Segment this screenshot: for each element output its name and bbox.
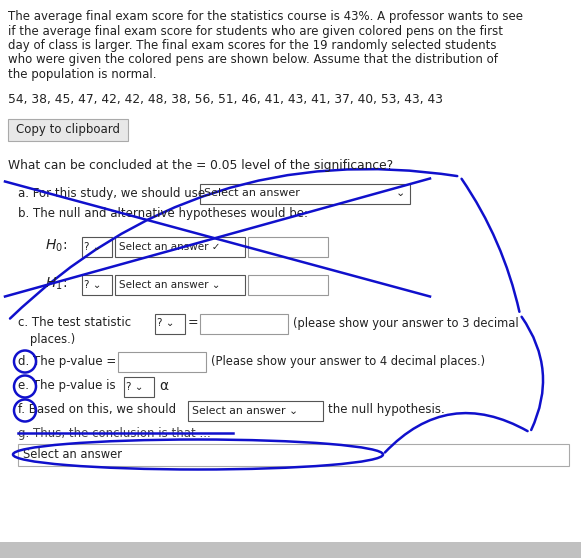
- Bar: [115, 237, 245, 257]
- Text: who were given the colored pens are shown below. Assume that the distribution of: who were given the colored pens are show…: [8, 54, 498, 66]
- Text: Select an answer ⌄: Select an answer ⌄: [192, 406, 298, 416]
- Text: =: =: [188, 316, 199, 330]
- Bar: [0, 542, 581, 558]
- Bar: [248, 275, 328, 295]
- Bar: [118, 352, 206, 372]
- Bar: [82, 237, 112, 257]
- Text: d. The p-value =: d. The p-value =: [18, 354, 116, 368]
- Text: Select an answer ✓: Select an answer ✓: [119, 242, 221, 252]
- Text: g. Thus, the conclusion is that ...: g. Thus, the conclusion is that ...: [18, 427, 211, 440]
- Text: $H_1$:: $H_1$:: [45, 275, 67, 292]
- Bar: [82, 275, 112, 295]
- Bar: [200, 314, 288, 334]
- Bar: [124, 377, 154, 397]
- Text: Select an answer ⌄: Select an answer ⌄: [119, 280, 221, 290]
- Text: c. The test statistic: c. The test statistic: [18, 316, 131, 330]
- Text: ? ⌄: ? ⌄: [84, 280, 102, 290]
- Text: (Please show your answer to 4 decimal places.): (Please show your answer to 4 decimal pl…: [211, 354, 485, 368]
- Text: ? ⌄: ? ⌄: [126, 382, 144, 392]
- Text: $H_0$:: $H_0$:: [45, 237, 67, 254]
- Text: day of class is larger. The final exam scores for the 19 randomly selected stude: day of class is larger. The final exam s…: [8, 39, 497, 52]
- Text: a. For this study, we should use: a. For this study, we should use: [18, 186, 205, 200]
- Text: places.): places.): [30, 333, 76, 345]
- Bar: [115, 275, 245, 295]
- Bar: [155, 314, 185, 334]
- Text: b. The null and alternative hypotheses would be:: b. The null and alternative hypotheses w…: [18, 206, 308, 219]
- Bar: [188, 401, 323, 421]
- Text: α: α: [159, 379, 168, 393]
- Bar: [248, 237, 328, 257]
- Text: if the average final exam score for students who are given colored pens on the f: if the average final exam score for stud…: [8, 25, 503, 37]
- Text: the population is normal.: the population is normal.: [8, 68, 156, 81]
- Text: What can be concluded at the = 0.05 level of the significance?: What can be concluded at the = 0.05 leve…: [8, 158, 393, 171]
- Text: (please show your answer to 3 decimal: (please show your answer to 3 decimal: [293, 316, 519, 330]
- Bar: [200, 184, 410, 204]
- Text: The average final exam score for the statistics course is 43%. A professor wants: The average final exam score for the sta…: [8, 10, 523, 23]
- Text: ? ⌄: ? ⌄: [157, 319, 174, 329]
- Text: Copy to clipboard: Copy to clipboard: [16, 123, 120, 136]
- Text: f. Based on this, we should: f. Based on this, we should: [18, 403, 176, 416]
- Text: ⌄: ⌄: [396, 189, 406, 199]
- Text: e. The p-value is: e. The p-value is: [18, 379, 116, 392]
- Text: Select an answer: Select an answer: [23, 448, 122, 461]
- Text: 54, 38, 45, 47, 42, 42, 48, 38, 56, 51, 46, 41, 43, 41, 37, 40, 53, 43, 43: 54, 38, 45, 47, 42, 42, 48, 38, 56, 51, …: [8, 93, 443, 105]
- Text: Select an answer: Select an answer: [204, 189, 300, 199]
- Bar: [18, 444, 569, 465]
- Text: ? ⌄: ? ⌄: [84, 242, 102, 252]
- Text: the null hypothesis.: the null hypothesis.: [328, 403, 444, 416]
- Bar: [8, 118, 128, 141]
